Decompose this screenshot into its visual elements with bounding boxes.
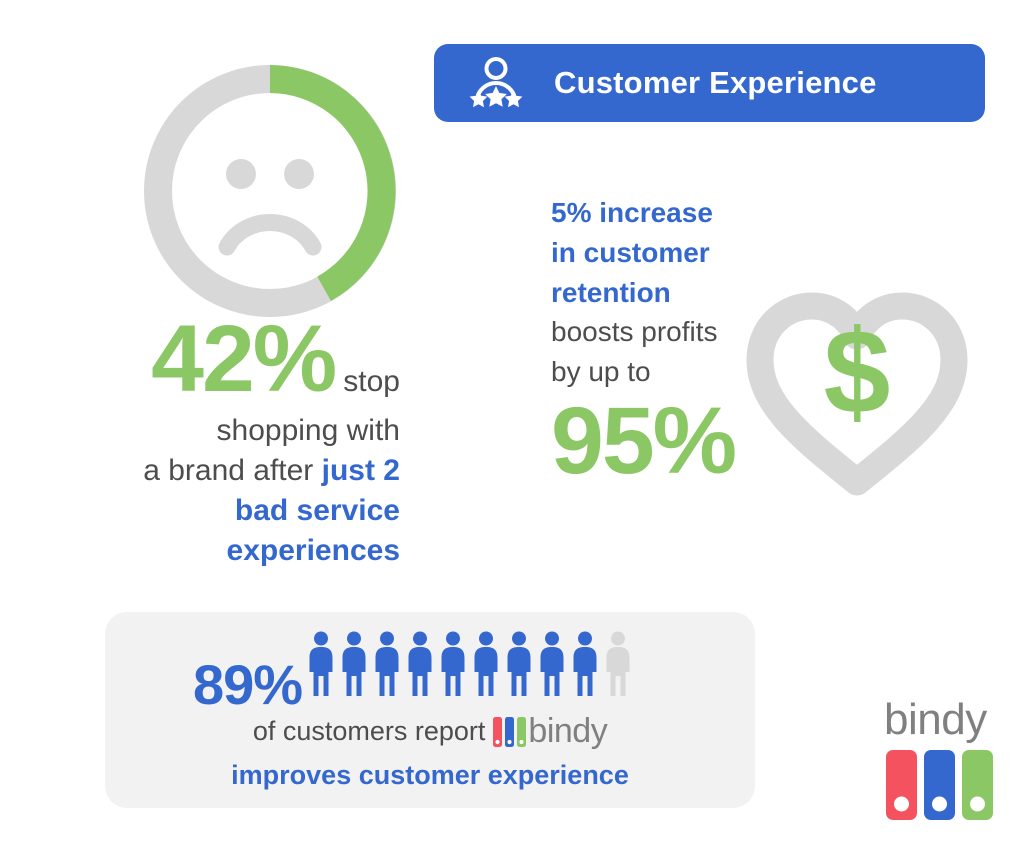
header-banner: Customer Experience bbox=[434, 44, 985, 122]
person-icon-filled bbox=[535, 630, 569, 699]
stat-42-block: 42% stop shopping with a brand after just… bbox=[60, 306, 400, 571]
bindy-inline-wordmark: bindy bbox=[528, 712, 608, 750]
header-title: Customer Experience bbox=[554, 65, 877, 100]
stat-42-line-3-plain: a brand after bbox=[143, 454, 322, 488]
person-icon-filled bbox=[370, 630, 404, 699]
stat-42-line-4-emphasis: bad service bbox=[234, 494, 400, 528]
retention-line-5: by up to bbox=[551, 356, 651, 387]
stat-89-line-2: of customers report bindy bbox=[105, 712, 755, 750]
retention-line-4: boosts profits bbox=[551, 316, 718, 348]
sad-face-right-eye bbox=[284, 159, 314, 189]
sad-face-donut-icon bbox=[141, 62, 399, 320]
stat-42-percent: 42% stop bbox=[151, 306, 400, 412]
stat-95-percent: 95% bbox=[551, 387, 737, 494]
stat-retention-block: 5% increase in customer retention boosts… bbox=[551, 193, 801, 489]
stat-89-line-3: improves customer experience bbox=[231, 760, 629, 790]
retention-line-1: 5% increase bbox=[551, 197, 713, 228]
stat-42-tail: stop bbox=[343, 365, 400, 398]
person-icon-filled bbox=[436, 630, 470, 699]
stat-89-line-2-prefix: of customers report bbox=[252, 716, 486, 746]
person-icon-filled bbox=[568, 630, 602, 699]
stat-89-percent: 89% bbox=[193, 653, 303, 716]
stat-people-panel: 89% of customers report bindy improves cu… bbox=[105, 612, 755, 808]
bindy-corner-wordmark: bindy bbox=[884, 695, 987, 744]
stat-42-line-3-emphasis: just 2 bbox=[321, 454, 400, 488]
sad-face-left-eye bbox=[226, 159, 256, 189]
stat-42-line-2: shopping with bbox=[216, 414, 400, 448]
stat-retention-lead: 5% increase in customer retention boosts… bbox=[551, 193, 801, 392]
people-pictogram-row: 89% bbox=[193, 630, 635, 713]
person-icon-filled bbox=[469, 630, 503, 699]
bindy-logo-bars bbox=[886, 750, 993, 820]
stat-42-body: shopping with a brand after just 2 bad s… bbox=[60, 411, 400, 571]
stat-42-line-5-emphasis: experiences bbox=[226, 534, 400, 568]
bindy-inline-logo: bindy bbox=[493, 712, 608, 750]
dollar-sign-glyph: $ bbox=[824, 305, 891, 439]
person-icon-empty bbox=[601, 630, 635, 699]
person-icon-filled bbox=[403, 630, 437, 699]
heart-with-dollar-icon: $ bbox=[742, 278, 972, 508]
sad-face-frown bbox=[218, 214, 322, 256]
retention-line-3: retention bbox=[551, 276, 671, 308]
person-with-stars-icon bbox=[469, 57, 523, 108]
person-icon-filled bbox=[304, 630, 338, 699]
person-icon-filled bbox=[337, 630, 371, 699]
bindy-corner-logo: bindy bbox=[884, 698, 1000, 820]
person-icon-filled bbox=[502, 630, 536, 699]
retention-line-2: in customer bbox=[551, 236, 710, 268]
